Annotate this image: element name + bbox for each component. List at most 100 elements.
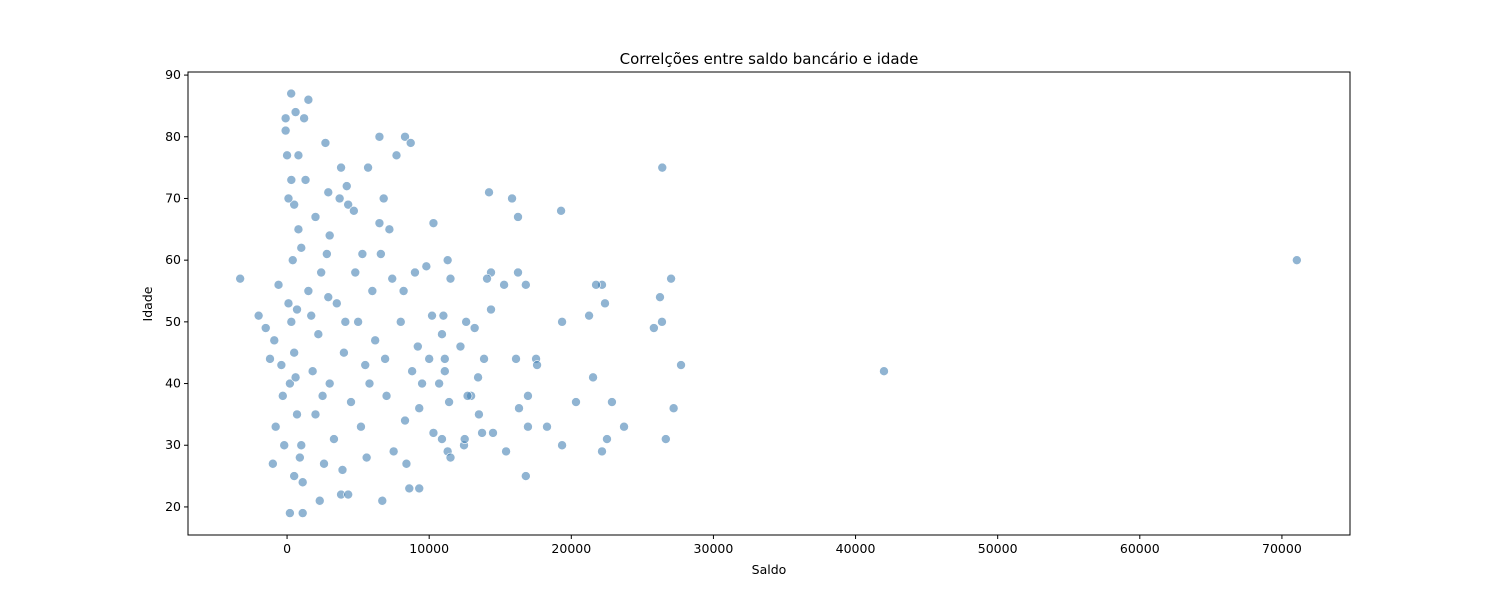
- x-axis-label: Saldo: [752, 562, 787, 577]
- point: [303, 94, 314, 105]
- x-tick-label: 70000: [1262, 541, 1302, 556]
- point: [600, 298, 610, 309]
- point: [269, 335, 280, 346]
- point: [356, 421, 366, 432]
- point: [401, 458, 412, 469]
- point: [556, 206, 566, 216]
- y-tick-label: 50: [165, 314, 181, 329]
- point: [427, 310, 437, 321]
- point: [265, 354, 275, 364]
- point: [455, 341, 466, 352]
- point: [285, 378, 295, 389]
- point: [649, 323, 659, 333]
- point: [521, 280, 531, 290]
- point: [428, 218, 439, 228]
- point: [324, 378, 335, 389]
- point: [410, 267, 420, 278]
- point: [655, 292, 665, 302]
- point: [501, 446, 511, 457]
- point: [445, 273, 456, 284]
- point: [346, 397, 356, 407]
- point: [459, 434, 470, 444]
- point: [479, 354, 489, 364]
- x-tick-label: 30000: [694, 541, 734, 556]
- point: [350, 267, 361, 278]
- point: [334, 193, 345, 204]
- point: [316, 267, 326, 278]
- point: [513, 267, 523, 278]
- point: [279, 440, 290, 451]
- point: [484, 187, 494, 198]
- point: [488, 428, 498, 438]
- point: [571, 397, 581, 407]
- point: [473, 372, 483, 383]
- point: [349, 206, 359, 216]
- point: [306, 310, 317, 321]
- point: [377, 495, 388, 506]
- x-tick-label: 50000: [978, 541, 1018, 556]
- point: [270, 421, 281, 432]
- point: [421, 261, 432, 272]
- point: [437, 329, 447, 339]
- point: [319, 458, 329, 469]
- point: [387, 273, 398, 284]
- point: [657, 162, 668, 173]
- point: [322, 249, 332, 259]
- point: [260, 323, 271, 333]
- y-tick-label: 40: [165, 376, 181, 391]
- point: [602, 434, 612, 444]
- point: [296, 243, 307, 253]
- point: [440, 366, 450, 377]
- point: [597, 446, 607, 457]
- point: [657, 317, 667, 327]
- point: [286, 175, 297, 185]
- point: [486, 304, 496, 315]
- point: [293, 224, 304, 235]
- point: [332, 298, 342, 309]
- point: [297, 477, 308, 488]
- point: [428, 428, 439, 438]
- point: [499, 280, 509, 290]
- point: [434, 378, 444, 389]
- point: [619, 421, 629, 432]
- point: [507, 193, 517, 204]
- y-tick-label: 30: [165, 437, 181, 452]
- point: [370, 335, 380, 346]
- point: [341, 181, 352, 191]
- y-tick-label: 60: [165, 252, 181, 267]
- point: [378, 193, 389, 204]
- point: [280, 113, 291, 124]
- point: [283, 298, 294, 309]
- point: [879, 366, 889, 377]
- point: [591, 280, 601, 290]
- point: [339, 347, 349, 358]
- point: [307, 366, 318, 377]
- point: [404, 483, 415, 494]
- point: [384, 224, 395, 235]
- point: [521, 471, 531, 481]
- point: [337, 465, 348, 475]
- point: [445, 452, 456, 463]
- point: [277, 391, 288, 401]
- point: [474, 409, 484, 420]
- point: [340, 317, 351, 327]
- chart-title: Correlções entre saldo bancário e idade: [620, 50, 919, 68]
- x-tick-label: 0: [283, 541, 291, 556]
- point: [323, 292, 334, 302]
- point: [588, 372, 598, 383]
- point: [343, 489, 353, 500]
- point: [317, 391, 328, 401]
- point: [286, 88, 296, 99]
- x-tick-label: 60000: [1120, 541, 1160, 556]
- point: [668, 403, 679, 414]
- point: [363, 162, 373, 173]
- point: [424, 354, 434, 364]
- point: [324, 230, 335, 241]
- point: [313, 329, 324, 339]
- point: [253, 310, 264, 321]
- point: [462, 391, 473, 401]
- point: [482, 273, 492, 284]
- point: [289, 347, 299, 358]
- point: [1292, 255, 1302, 265]
- point: [303, 286, 314, 296]
